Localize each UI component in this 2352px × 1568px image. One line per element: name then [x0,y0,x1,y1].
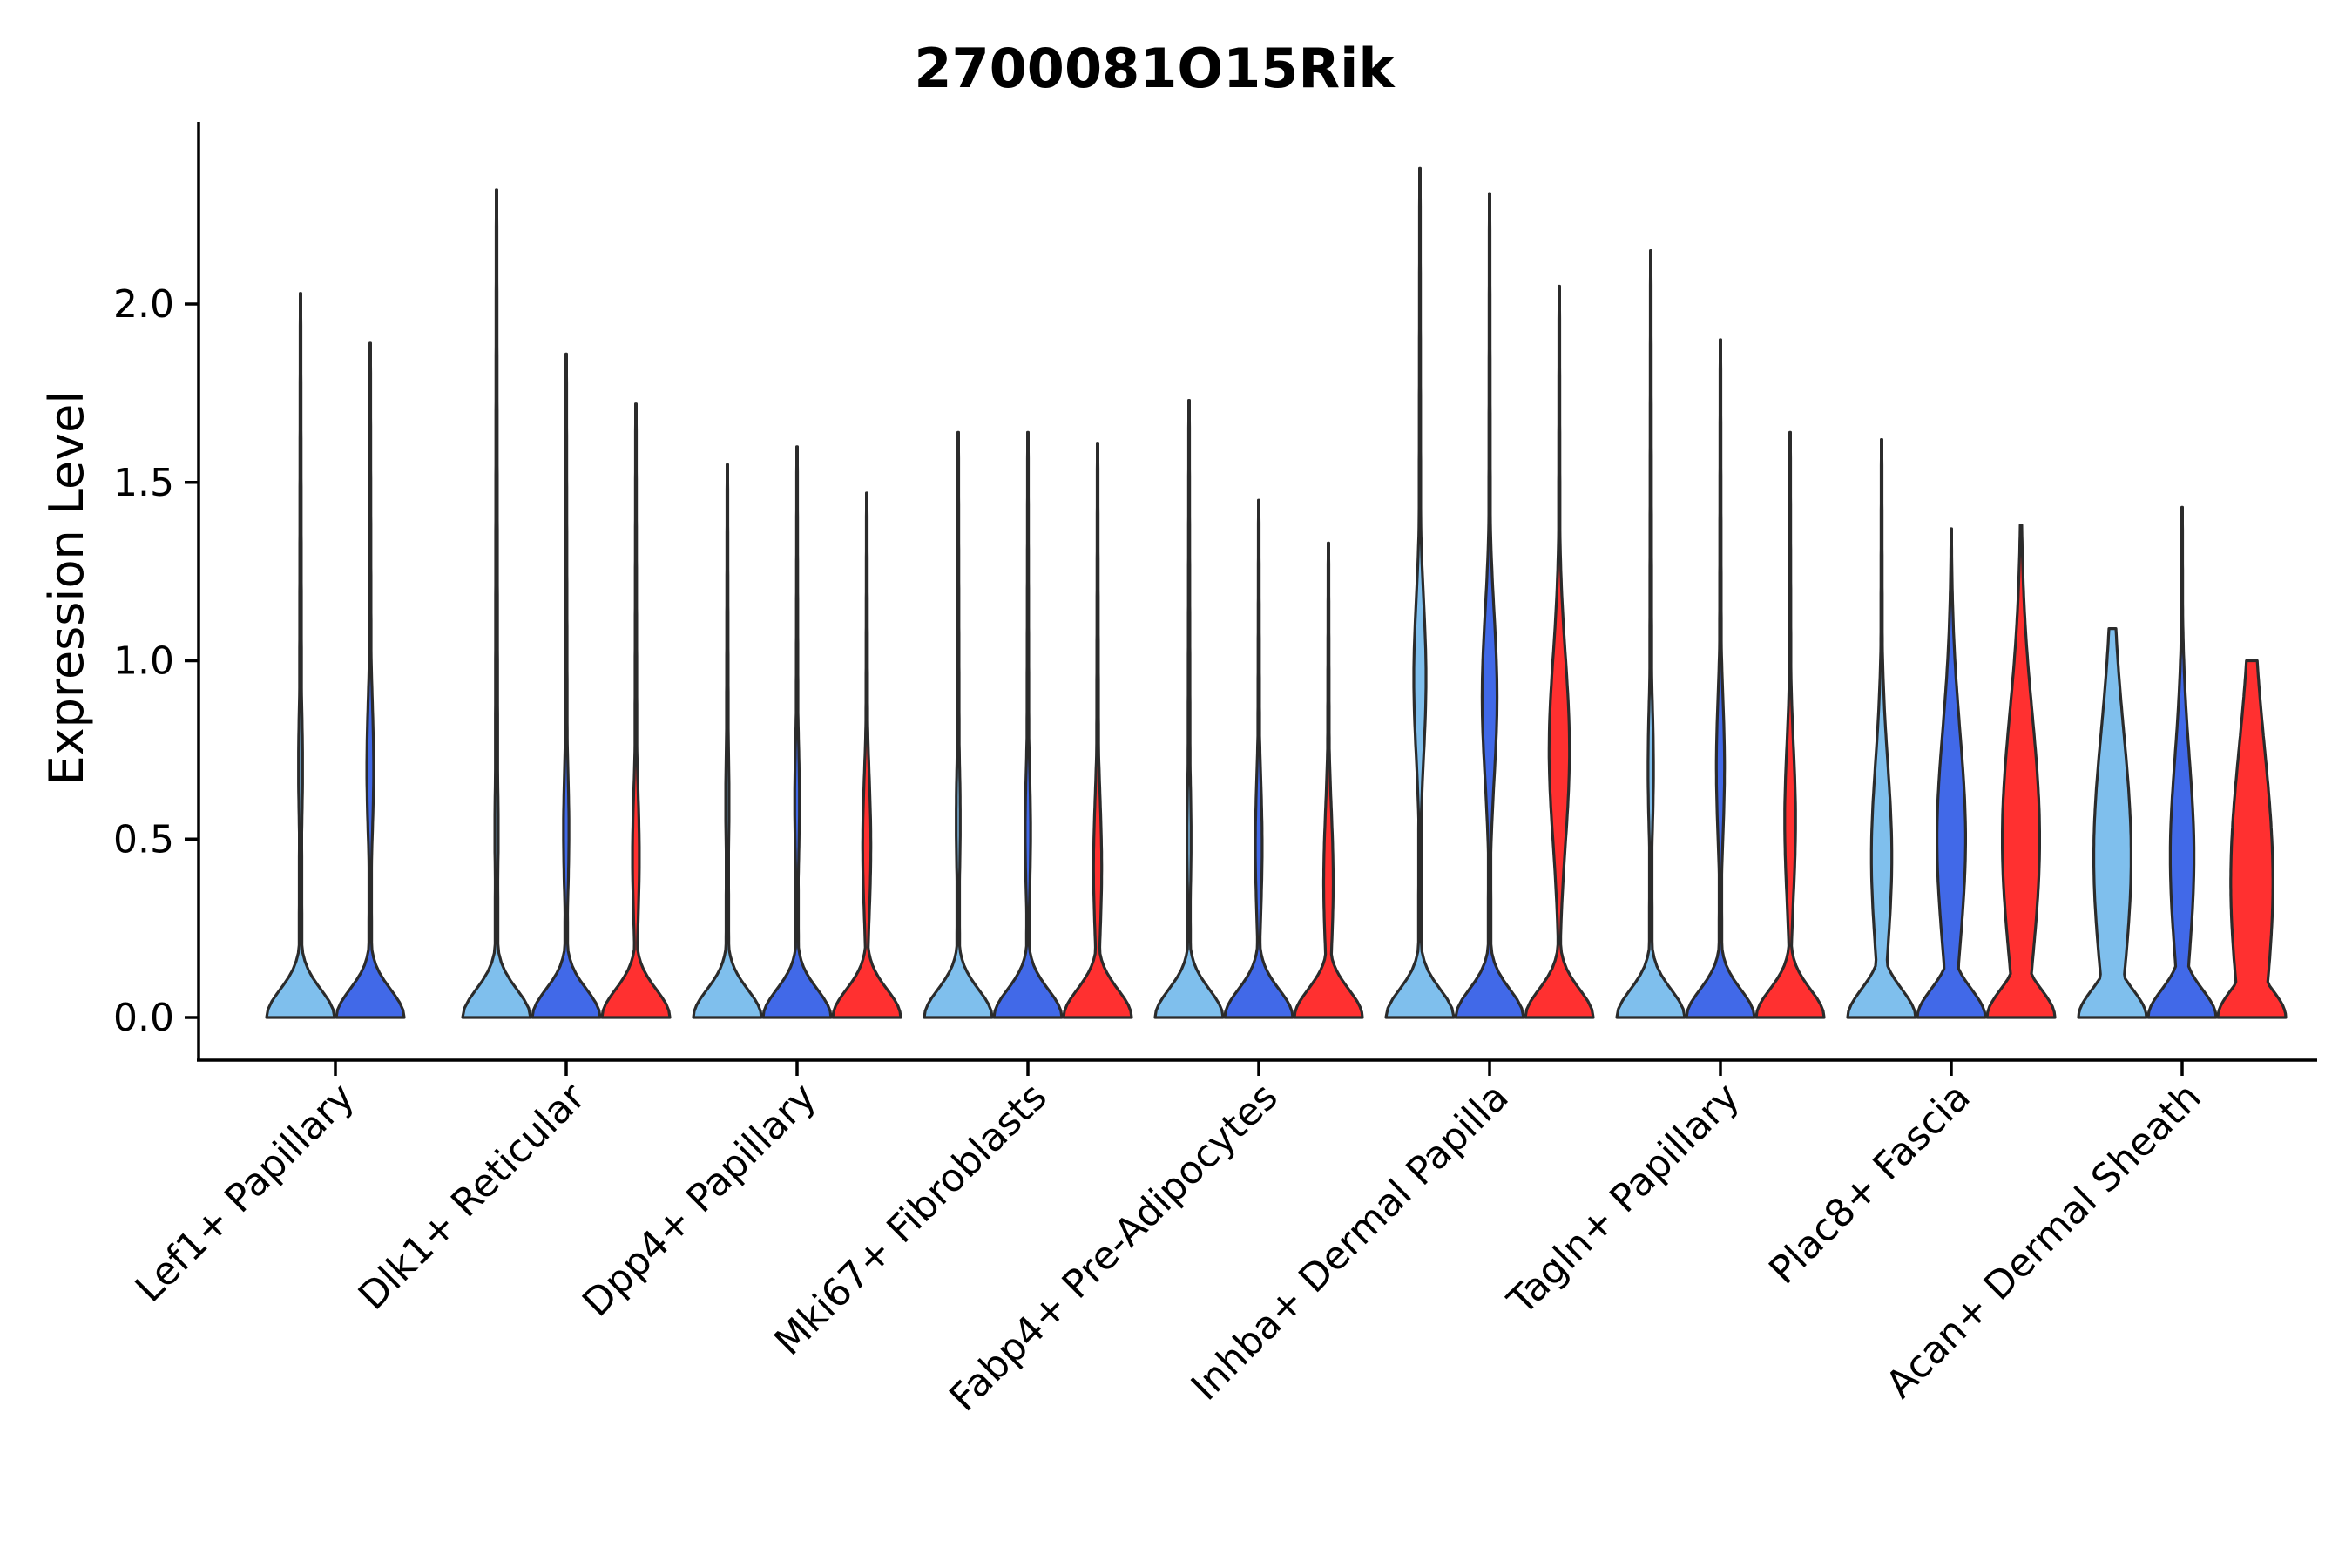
y-axis-label: Expression Level [39,391,94,786]
violin [265,292,336,1019]
violin [461,188,532,1019]
violin [992,430,1064,1019]
y-tick-label: 0.5 [113,817,174,862]
violin [2146,505,2218,1019]
violin [1524,284,1595,1019]
violin [1754,430,1826,1019]
x-tick-label: Dpp4+ Papillary [574,1075,825,1326]
y-tick-label: 1.5 [113,461,174,505]
chart-title: 2700081O15Rik [914,37,1396,100]
violin [1384,166,1456,1019]
violin [1153,399,1225,1019]
y-tick-label: 2.0 [113,282,174,327]
violin [923,430,994,1019]
y-ticks: 0.0 0.5 1.0 1.5 2.0 [113,282,199,1040]
violin [761,445,833,1019]
violin [2077,627,2148,1019]
violin [2216,659,2288,1019]
violin [1615,249,1686,1019]
x-tick-label: Lef1+ Papillary [127,1075,363,1311]
x-tick-label: Plac8+ Fascia [1761,1075,1979,1294]
violin [531,352,602,1019]
violin [335,341,406,1019]
violin [1846,438,1917,1019]
violin [692,463,763,1019]
violin [1685,338,1756,1019]
violin [1985,524,2057,1019]
x-tick-label: Dlk1+ Reticular [350,1074,595,1319]
violin [1223,498,1294,1019]
x-tick-label: Tagln+ Papillary [1499,1075,1748,1324]
violin [1454,192,1525,1019]
y-tick-label: 0.0 [113,996,174,1040]
violin [1062,442,1133,1019]
violin [831,491,902,1019]
violin [600,402,672,1019]
violin [1293,541,1364,1019]
y-tick-label: 1.0 [113,639,174,684]
violin [1916,527,1987,1019]
violin-layer [265,166,2288,1019]
